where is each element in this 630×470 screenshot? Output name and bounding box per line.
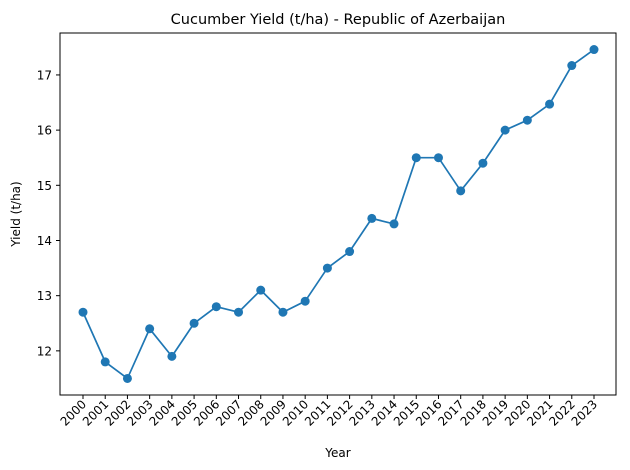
- data-point: [167, 351, 177, 361]
- y-tick-label: 12: [37, 344, 52, 358]
- data-point: [211, 302, 221, 312]
- data-point: [500, 125, 510, 135]
- data-point: [234, 307, 244, 317]
- data-point: [300, 296, 310, 306]
- data-point: [589, 45, 599, 55]
- data-point: [411, 153, 421, 163]
- data-point: [456, 186, 466, 196]
- data-point: [433, 153, 443, 163]
- chart-title: Cucumber Yield (t/ha) - Republic of Azer…: [171, 12, 506, 28]
- data-point: [189, 318, 199, 328]
- y-tick-label: 14: [37, 234, 52, 248]
- data-point: [145, 324, 155, 334]
- data-point: [367, 213, 377, 223]
- data-point: [567, 61, 577, 71]
- data-point: [478, 158, 488, 168]
- y-axis-title: Yield (t/ha): [9, 181, 23, 247]
- data-point: [522, 115, 532, 125]
- data-point: [278, 307, 288, 317]
- y-tick-label: 16: [37, 124, 52, 138]
- data-point: [545, 99, 555, 109]
- y-tick-label: 13: [37, 289, 52, 303]
- x-axis-title: Year: [324, 446, 350, 460]
- data-point: [122, 373, 132, 383]
- data-point: [100, 357, 110, 367]
- data-point: [345, 247, 355, 257]
- plot-frame: [59, 32, 617, 396]
- y-tick-label: 15: [37, 179, 52, 193]
- y-tick-label: 17: [37, 68, 52, 82]
- data-point: [256, 285, 266, 295]
- data-point: [389, 219, 399, 229]
- data-point: [322, 263, 332, 273]
- data-point: [78, 307, 88, 317]
